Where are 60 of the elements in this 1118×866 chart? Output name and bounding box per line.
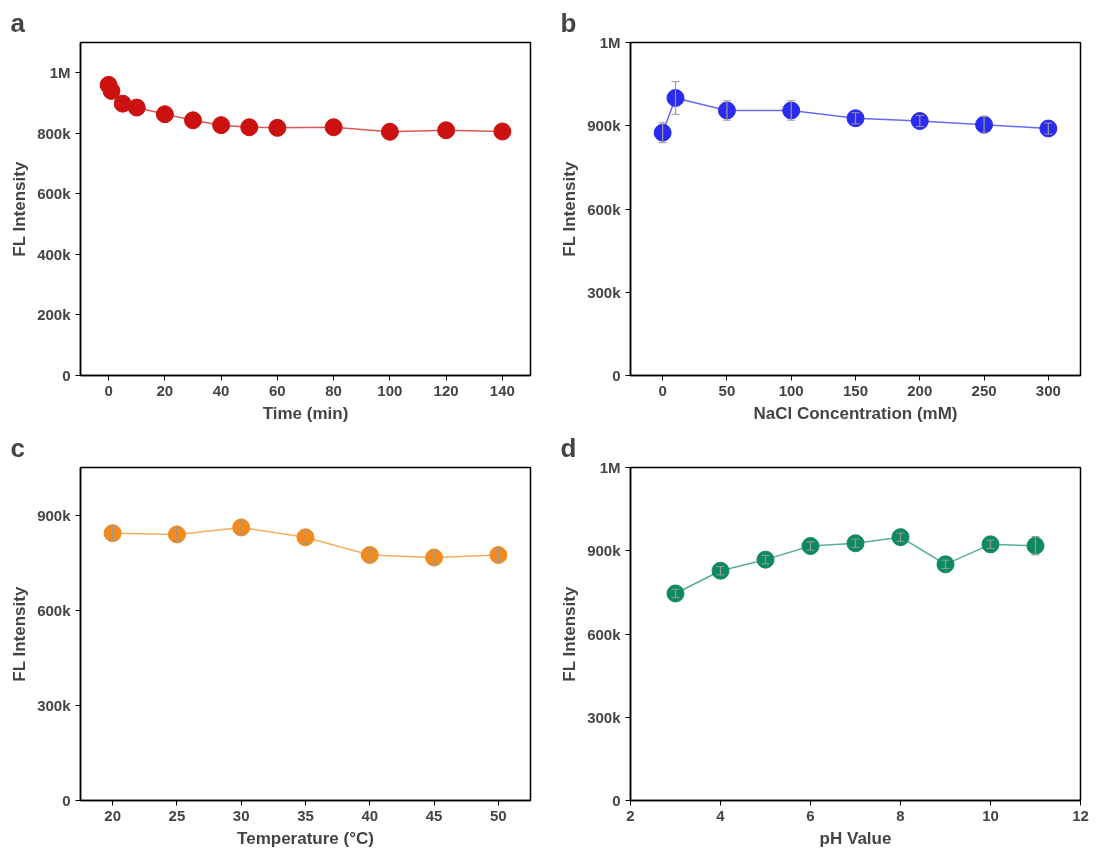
y-tick-label: 800k <box>37 124 72 142</box>
x-tick-label: 6 <box>806 806 815 824</box>
y-tick-label: 300k <box>37 696 72 714</box>
x-tick-label: 20 <box>156 381 174 399</box>
x-tick-label: 140 <box>489 381 515 399</box>
y-tick-label: 600k <box>587 625 622 643</box>
chart-title: b <box>560 7 577 38</box>
x-axis-title: NaCl Concentration (mM) <box>753 403 958 423</box>
x-tick-label: 35 <box>297 806 314 824</box>
x-tick-label: 120 <box>433 381 459 399</box>
y-tick-label: 300k <box>587 283 622 301</box>
chart-title: c <box>10 432 25 463</box>
x-tick-label: 50 <box>718 381 736 399</box>
x-tick-label: 200 <box>907 381 933 399</box>
y-axis-title: FL Intensity <box>560 586 580 682</box>
x-tick-label: 2 <box>626 806 635 824</box>
y-axis-title: FL Intensity <box>10 586 30 682</box>
y-tick-label: 600k <box>587 200 622 218</box>
y-tick-label: 400k <box>37 245 72 263</box>
x-tick-label: 40 <box>361 806 379 824</box>
x-axis-title: pH Value <box>819 828 892 848</box>
y-tick-label: 600k <box>37 185 72 203</box>
x-axis-title: Time (min) <box>262 403 349 423</box>
y-tick-label: 0 <box>612 367 621 384</box>
y-axis-title: FL Intensity <box>10 161 30 257</box>
y-tick-label: 1M <box>599 34 621 51</box>
x-tick-label: 60 <box>269 381 286 399</box>
x-tick-label: 80 <box>325 381 342 399</box>
x-tick-label: 250 <box>971 381 997 399</box>
y-tick-label: 1M <box>49 64 71 82</box>
x-tick-label: 10 <box>982 806 999 824</box>
y-tick-label: 0 <box>62 792 71 809</box>
x-tick-label: 150 <box>842 381 869 399</box>
chart-title: a <box>10 7 26 38</box>
x-tick-label: 0 <box>104 381 113 399</box>
y-tick-label: 900k <box>37 506 72 524</box>
y-tick-label: 0 <box>612 792 621 809</box>
y-tick-label: 1M <box>599 459 621 476</box>
x-tick-label: 300 <box>1035 381 1061 399</box>
x-tick-label: 25 <box>168 806 186 824</box>
x-tick-label: 100 <box>778 381 804 399</box>
x-tick-label: 100 <box>377 381 403 399</box>
x-tick-label: 45 <box>425 806 443 824</box>
x-tick-label: 50 <box>490 806 507 824</box>
y-tick-label: 600k <box>37 601 72 619</box>
y-tick-label: 0 <box>62 367 71 384</box>
x-tick-label: 12 <box>1072 806 1089 824</box>
x-tick-label: 0 <box>658 381 667 399</box>
y-tick-label: 200k <box>37 306 72 324</box>
x-tick-label: 8 <box>896 806 905 824</box>
chart-title: d <box>560 432 577 463</box>
y-axis-title: FL Intensity <box>560 161 580 257</box>
x-tick-label: 40 <box>212 381 230 399</box>
y-tick-label: 300k <box>587 708 622 726</box>
y-tick-label: 900k <box>587 542 622 560</box>
x-tick-label: 20 <box>104 806 121 824</box>
x-tick-label: 30 <box>232 806 250 824</box>
y-tick-label: 900k <box>587 117 622 135</box>
x-tick-label: 4 <box>716 806 726 824</box>
x-axis-title: Temperature (°C) <box>237 828 374 848</box>
